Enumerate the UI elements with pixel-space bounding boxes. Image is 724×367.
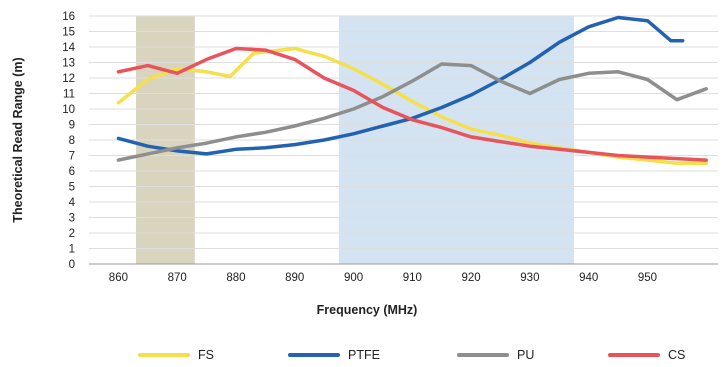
y-tick-label-4: 4 <box>69 197 76 209</box>
y-tick-label-13: 13 <box>62 58 75 70</box>
x-axis-title: Frequency (MHz) <box>317 303 418 317</box>
y-tick-label-15: 15 <box>62 27 75 39</box>
y-tick-label-0: 0 <box>69 259 75 271</box>
y-tick-label-14: 14 <box>62 42 75 54</box>
y-tick-label-8: 8 <box>69 135 75 147</box>
legend-label-cs: CS <box>668 348 685 362</box>
y-tick-label-1: 1 <box>69 244 75 256</box>
x-tick-label-930: 930 <box>520 272 539 284</box>
y-tick-label-5: 5 <box>69 182 75 194</box>
x-tick-label-870: 870 <box>168 272 187 284</box>
legend: FS PTFE PU CS <box>138 348 685 362</box>
x-tick-label-920: 920 <box>462 272 481 284</box>
legend-label-fs: FS <box>198 348 214 362</box>
x-tick-label-860: 860 <box>109 272 128 284</box>
series-line-pu <box>116 62 708 162</box>
x-tick-label-910: 910 <box>403 272 422 284</box>
y-tick-label-2: 2 <box>69 228 75 240</box>
y-tick-label-7: 7 <box>69 151 75 163</box>
x-tick-label-900: 900 <box>344 272 363 284</box>
y-tick-label-11: 11 <box>63 89 75 101</box>
y-tick-label-10: 10 <box>62 104 75 116</box>
x-tick-label-940: 940 <box>579 272 598 284</box>
x-tick-label-950: 950 <box>638 272 657 284</box>
legend-label-ptfe: PTFE <box>348 348 380 362</box>
y-tick-label-6: 6 <box>69 166 75 178</box>
x-tick-label-890: 890 <box>285 272 304 284</box>
series-lines <box>116 15 708 166</box>
y-tick-label-16: 16 <box>62 11 75 23</box>
y-tick-label-12: 12 <box>62 73 75 85</box>
y-tick-label-3: 3 <box>69 213 75 225</box>
y-axis-title: Theoretical Read Range (m) <box>11 57 25 222</box>
legend-label-pu: PU <box>517 348 534 362</box>
y-tick-label-9: 9 <box>69 120 75 132</box>
x-tick-label-880: 880 <box>226 272 245 284</box>
series-line-cs <box>116 46 708 162</box>
x-axis-ticks: 860 870 880 890 900 910 920 930 940 950 <box>109 272 657 284</box>
